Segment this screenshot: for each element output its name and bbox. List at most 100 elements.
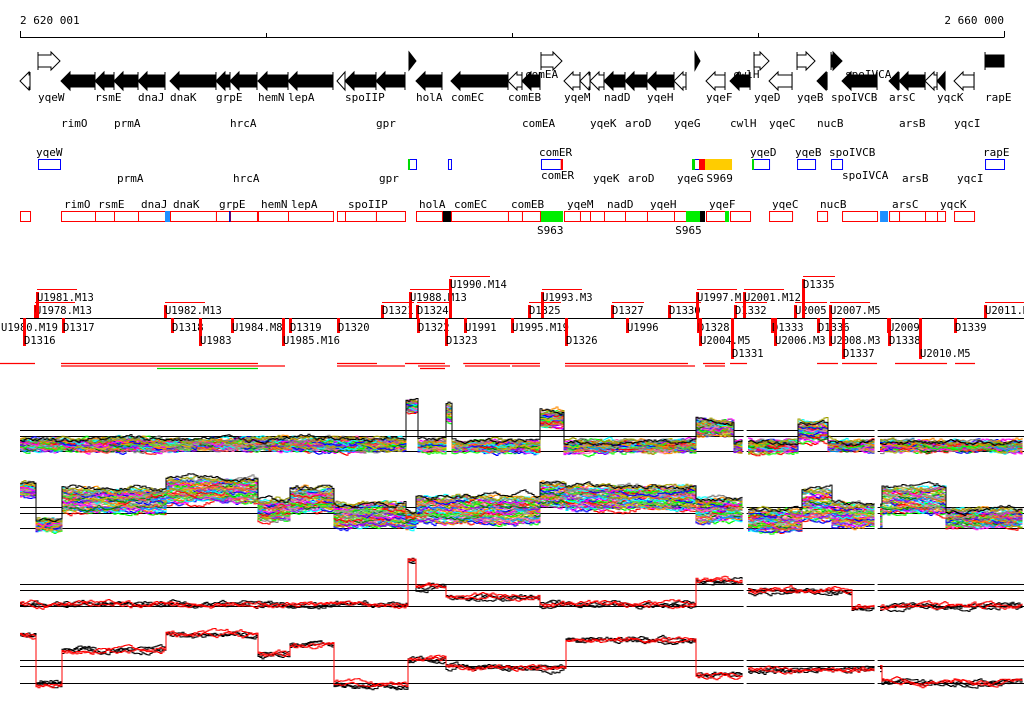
forward-feature-box <box>797 159 817 170</box>
reverse-feature-label: comEB <box>511 198 544 211</box>
tu-label: D1322 <box>418 322 450 334</box>
forward-feature-box <box>38 159 62 170</box>
tu-marker <box>23 318 27 346</box>
gene-arrow-aroD <box>624 70 648 92</box>
expression-trace <box>20 631 1023 691</box>
site-label: S965 <box>675 224 702 237</box>
reverse-feature-label: gpr <box>379 172 399 185</box>
site-label: S969 <box>706 172 733 185</box>
gene-label: yqeF <box>706 91 733 104</box>
tu-label: U1997.M <box>697 292 741 304</box>
reverse-feature-box <box>674 211 687 222</box>
gene-arrow-yqeC <box>768 70 793 92</box>
tu-marker <box>733 305 737 318</box>
reverse-feature-label: yqeM <box>567 198 594 211</box>
gene-label: yqeB <box>797 91 824 104</box>
gene-label: spoIIP <box>345 91 385 104</box>
reverse-feature-label: yqeG <box>677 172 704 185</box>
reverse-feature-label: yqeK <box>593 172 620 185</box>
reverse-feature-box <box>61 211 97 222</box>
expression-panel-1 <box>20 395 1024 468</box>
reverse-feature-box <box>603 211 627 222</box>
reverse-feature-label: prmA <box>117 172 144 185</box>
gene-label: prmA <box>114 117 141 130</box>
tu-label: U1984.M8 <box>232 322 283 334</box>
gene-arrow-spoIIP <box>344 70 377 92</box>
reverse-feature-label: nucB <box>820 198 847 211</box>
tu-marker <box>171 318 175 333</box>
reverse-feature-box <box>257 211 289 222</box>
tu-marker <box>380 305 384 318</box>
gene-arrow-holA <box>415 70 443 92</box>
reverse-feature-box <box>899 211 927 222</box>
reverse-feature-box <box>138 211 166 222</box>
tu-marker <box>802 279 806 318</box>
expression-trace <box>20 630 1023 689</box>
gene-label: yqeD <box>754 91 781 104</box>
gene-arrow-yqeH <box>646 70 675 92</box>
gene-arrow-unnamed <box>336 70 346 92</box>
gene-label: hemN <box>258 91 285 104</box>
gene-arrow-yqeG <box>673 70 687 92</box>
tu-marker <box>199 318 203 346</box>
tu-marker <box>464 318 468 333</box>
tu-marker <box>771 318 775 333</box>
reverse-feature-label: dnaJ <box>141 198 168 211</box>
gene-label: lepA <box>288 91 315 104</box>
tu-label: D1337 <box>843 348 875 360</box>
gene-label: aroD <box>625 117 652 130</box>
reverse-feature-box <box>889 211 901 222</box>
gene-label: comER <box>541 169 574 182</box>
tu-marker <box>34 305 38 318</box>
reverse-feature-label: lepA <box>291 198 318 211</box>
reverse-feature-label: hrcA <box>233 172 260 185</box>
coordinate-ruler: 2 620 001 2 660 000 <box>20 14 1005 38</box>
gene-label: holA <box>416 91 443 104</box>
tu-label: D1327 <box>612 305 644 317</box>
reverse-feature-box <box>375 211 406 222</box>
reverse-feature-box <box>625 211 648 222</box>
gene-label: yqeW <box>38 91 65 104</box>
tu-marker <box>541 292 545 318</box>
reverse-feature-box <box>169 211 217 222</box>
tu-marker <box>416 305 420 318</box>
tu-marker <box>528 305 532 318</box>
gene-label: rapE <box>985 91 1012 104</box>
plot-gap <box>874 620 878 690</box>
reverse-feature-label: yqeC <box>772 198 799 211</box>
plot-gap <box>874 470 878 545</box>
reverse-feature-box <box>215 211 231 222</box>
gene-arrow-yqeK <box>589 70 605 92</box>
tu-marker <box>842 318 846 359</box>
gene-arrow-lepA <box>287 70 334 92</box>
gene-arrow-rapE <box>984 54 1005 68</box>
plot-gap <box>874 550 878 618</box>
forward-feature-track: yqeW comER yqeD yqeB spoIVCB rapE S969 <box>36 146 1010 185</box>
tu-label: D1331 <box>732 348 764 360</box>
reverse-feature-box <box>336 211 346 222</box>
reverse-feature-label: spoIVCA <box>845 68 892 81</box>
tu-label: D1323 <box>446 335 478 347</box>
gene-arrow-comEB <box>507 70 523 92</box>
gene-label: yqeH <box>647 91 674 104</box>
tu-marker <box>511 318 515 333</box>
forward-feature-box <box>540 159 563 170</box>
gene-arrow-yqeM <box>563 70 581 92</box>
gene-label: comEC <box>451 91 484 104</box>
reverse-feature-label: comEC <box>454 198 487 211</box>
tu-marker <box>817 318 821 333</box>
tu-marker <box>231 318 235 333</box>
gene-arrow-spoIVCA <box>841 70 878 92</box>
reverse-feature-label: aroD <box>628 172 655 185</box>
gene-label: comEB <box>508 91 541 104</box>
tu-label: U2008.M3 <box>830 335 881 347</box>
reverse-feature-box <box>287 211 334 222</box>
expression-panel-3 <box>20 550 1024 618</box>
tu-marker <box>697 318 701 333</box>
forward-feature-mark <box>705 159 733 170</box>
gene-arrow-unnamed <box>579 70 591 92</box>
gene-label: yqeK <box>590 117 617 130</box>
tu-marker <box>743 292 747 318</box>
